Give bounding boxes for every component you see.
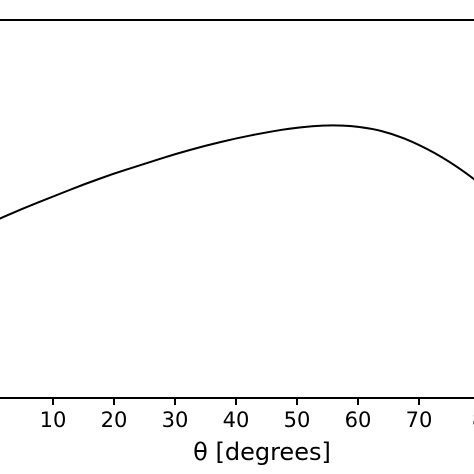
x-tick-label: 50 — [284, 408, 311, 432]
x-tick-label: 8 — [472, 408, 474, 432]
x-tick-label: 40 — [223, 408, 250, 432]
x-tick-label: 60 — [345, 408, 372, 432]
x-tick-label: 70 — [406, 408, 433, 432]
plot-frame — [0, 19, 474, 399]
x-tick-label: 20 — [101, 408, 128, 432]
series-line — [0, 124, 474, 220]
x-tick-label: 30 — [162, 408, 189, 432]
x-ticks: 10 20 30 40 50 60 70 8 — [40, 398, 474, 432]
x-tick-label: 10 — [40, 408, 67, 432]
x-axis-label: θ [degrees] — [193, 438, 331, 466]
